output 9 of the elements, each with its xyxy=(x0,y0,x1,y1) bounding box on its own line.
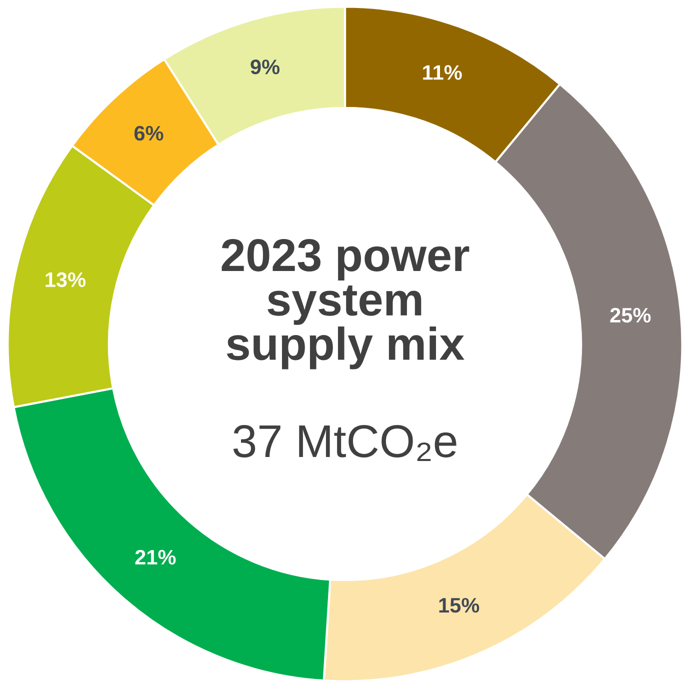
data-label: 25% xyxy=(610,308,651,323)
text: 37 MtCO₂e xyxy=(233,425,456,461)
text: 2023 power system supply mix xyxy=(222,238,470,370)
data-label: 9% xyxy=(250,60,280,74)
data-label: 21% xyxy=(135,550,176,565)
data-label: 13% xyxy=(46,272,86,288)
data-label: 15% xyxy=(439,598,480,613)
data-label: 6% xyxy=(134,126,164,141)
data-label: 11% xyxy=(423,65,462,80)
